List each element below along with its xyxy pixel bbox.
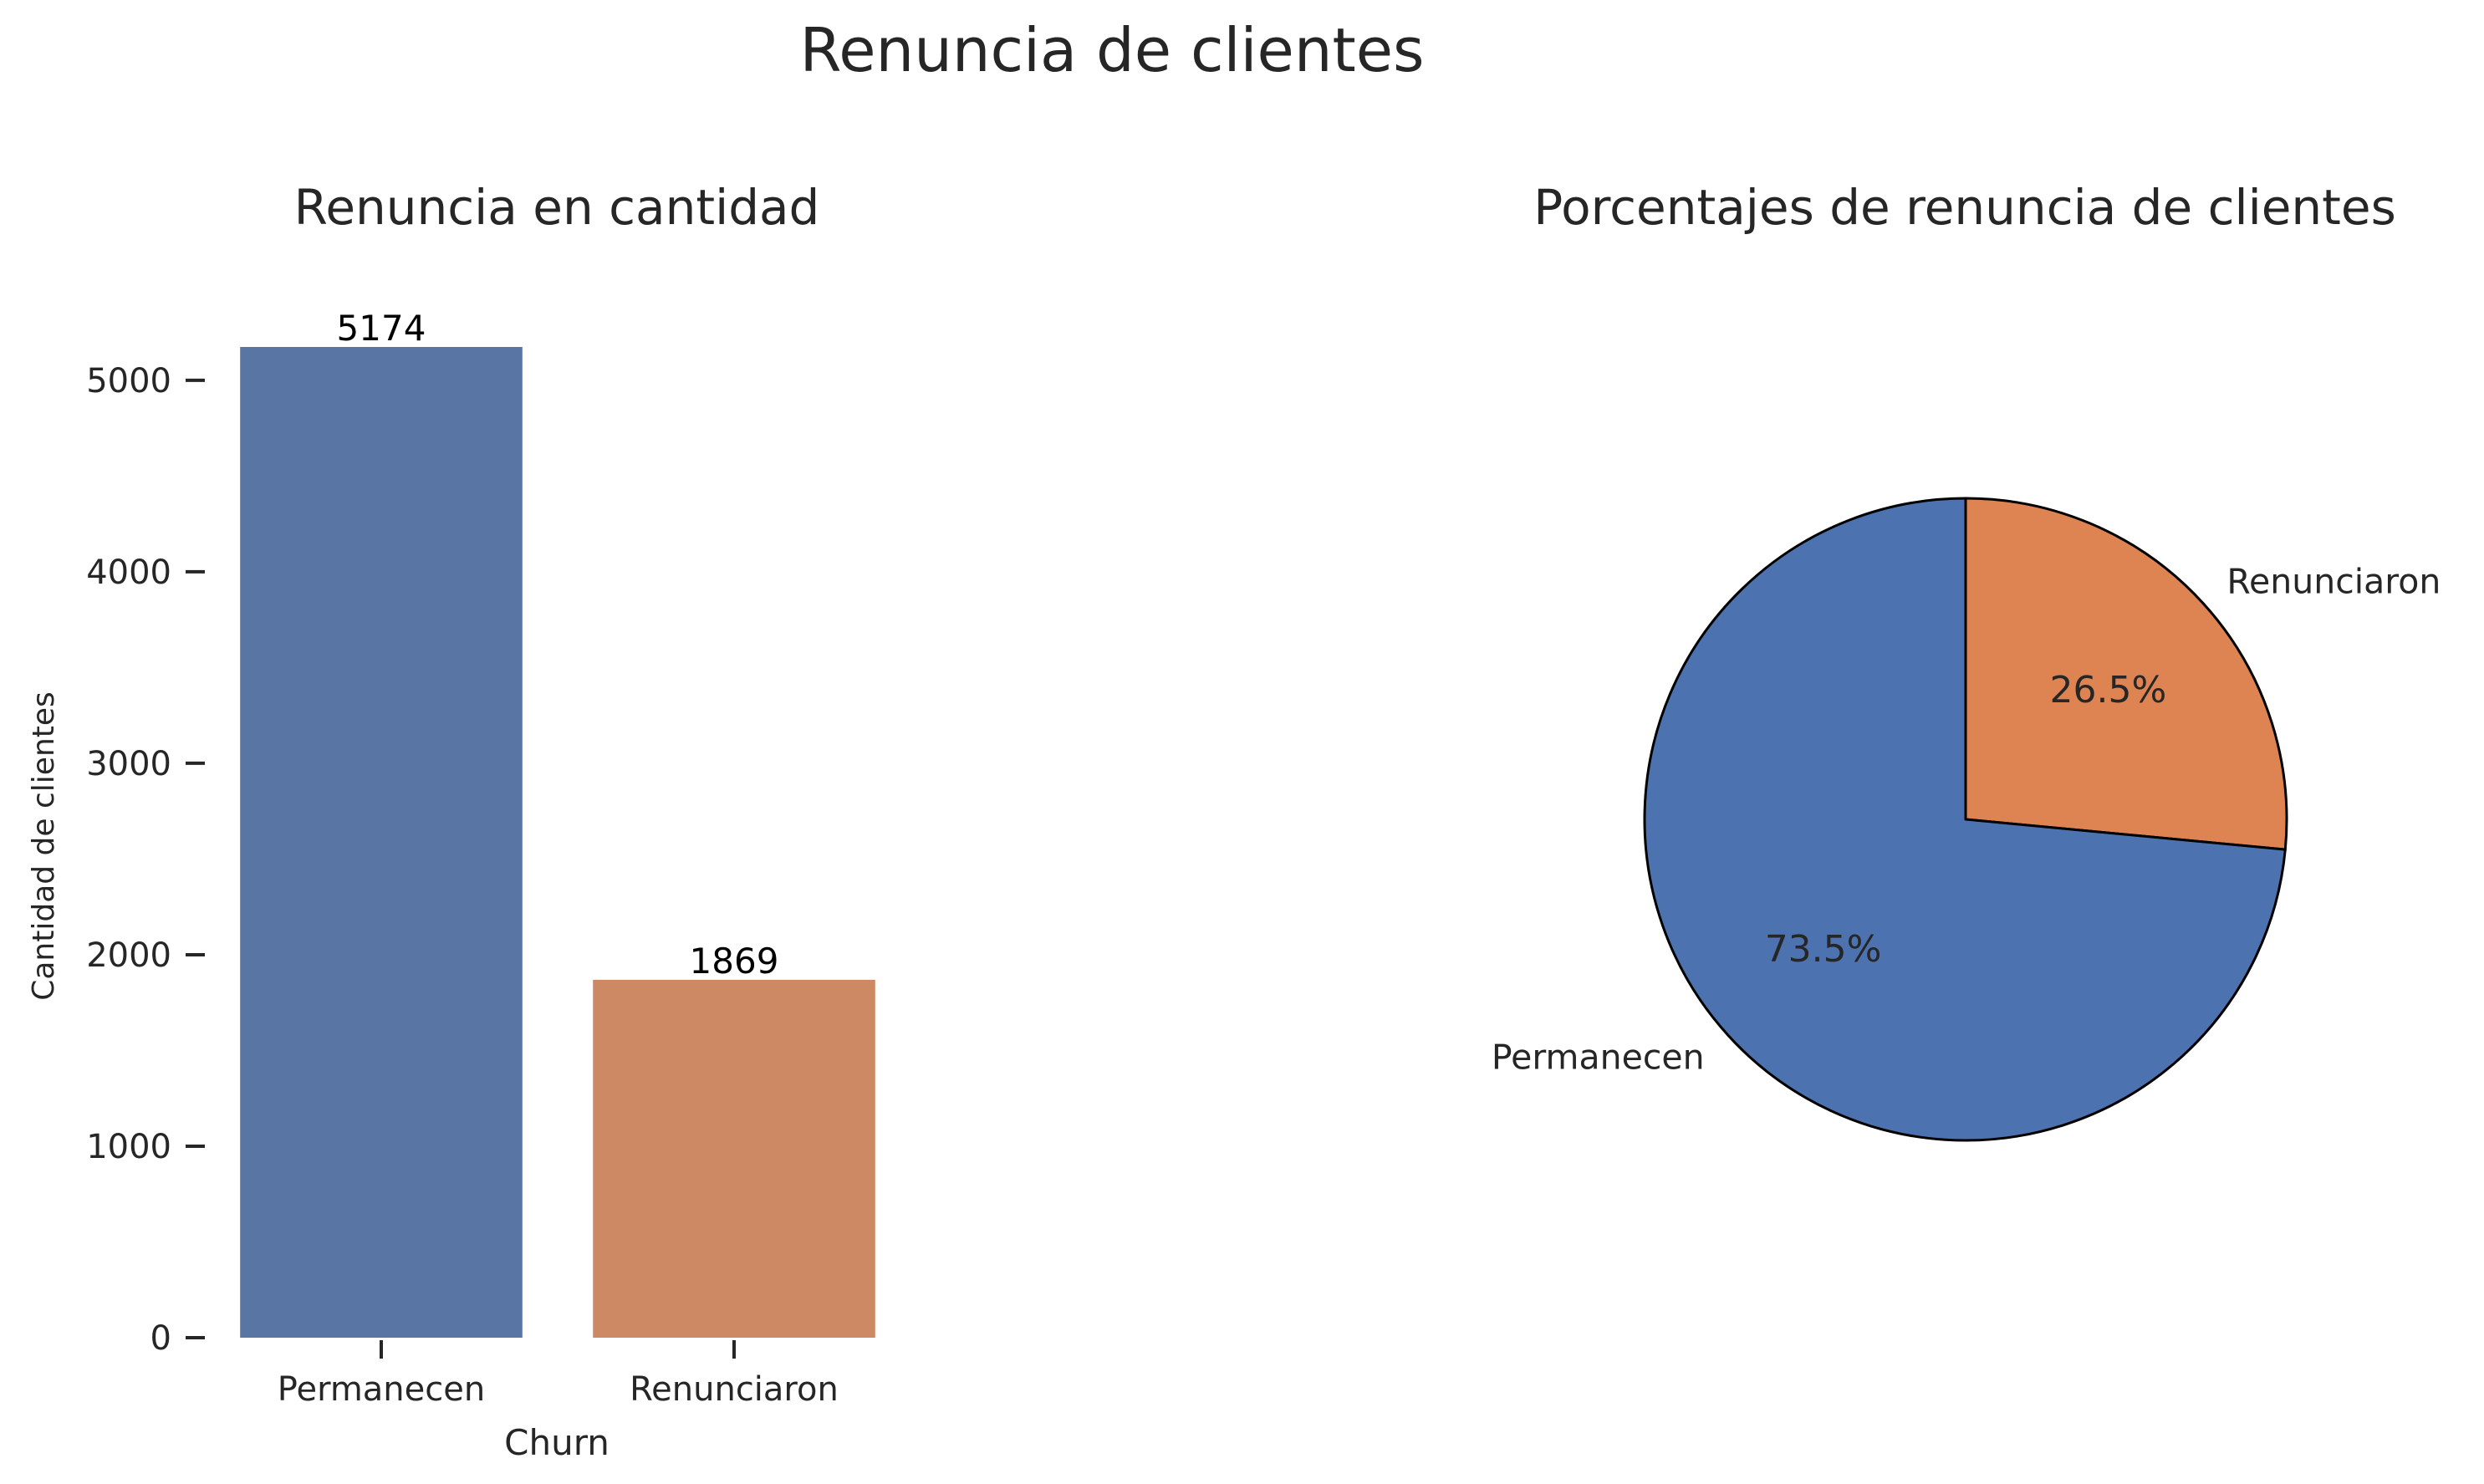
bar-y-axis: 0 1000 2000 3000 4000 5000 xyxy=(86,362,205,1358)
pie-labels: 26.5% Renunciaron 73.5% Permanecen xyxy=(1492,562,2441,1078)
bar-x-axis-label: Churn xyxy=(504,1422,610,1463)
bar-data-label: 1869 xyxy=(690,941,779,982)
pie-percent-label: 26.5% xyxy=(2050,669,2167,711)
x-tick-label: Renunciaron xyxy=(630,1370,839,1409)
y-tick-label: 4000 xyxy=(86,553,171,592)
pie-chart-title: Porcentajes de renuncia de clientes xyxy=(1533,179,2396,236)
pie-slice-permanecen xyxy=(1643,497,2287,1142)
bar-chart: Renuncia en cantidad 0 1000 2000 3000 4000 50… xyxy=(27,179,875,1463)
bar-y-axis-label: Cantidad de clientes xyxy=(27,691,61,1001)
bar-renunciaron xyxy=(593,979,875,1338)
bar-chart-title: Renuncia en cantidad xyxy=(294,179,820,236)
y-tick-label: 3000 xyxy=(86,745,171,783)
figure-title: Renuncia de clientes xyxy=(799,15,1424,85)
pie-percent-label: 73.5% xyxy=(1765,928,1882,971)
bar-x-axis: Permanecen Renunciaron xyxy=(278,1340,839,1409)
y-tick-label: 1000 xyxy=(86,1128,171,1166)
bar-permanecen xyxy=(240,347,523,1338)
y-tick-label: 5000 xyxy=(86,362,171,400)
pie-slices xyxy=(1643,497,2288,1142)
pie-chart: Porcentajes de renuncia de clientes 26.5… xyxy=(1492,179,2441,1142)
y-tick-label: 2000 xyxy=(86,936,171,975)
bar-data-label: 5174 xyxy=(337,308,426,349)
bar-series: 5174 1869 xyxy=(240,308,875,1338)
pie-category-label: Permanecen xyxy=(1492,1037,1705,1077)
x-tick-label: Permanecen xyxy=(278,1370,485,1409)
pie-slice-renunciaron xyxy=(1964,497,2288,851)
pie-category-label: Renunciaron xyxy=(2226,562,2441,602)
y-tick-label: 0 xyxy=(150,1319,171,1358)
